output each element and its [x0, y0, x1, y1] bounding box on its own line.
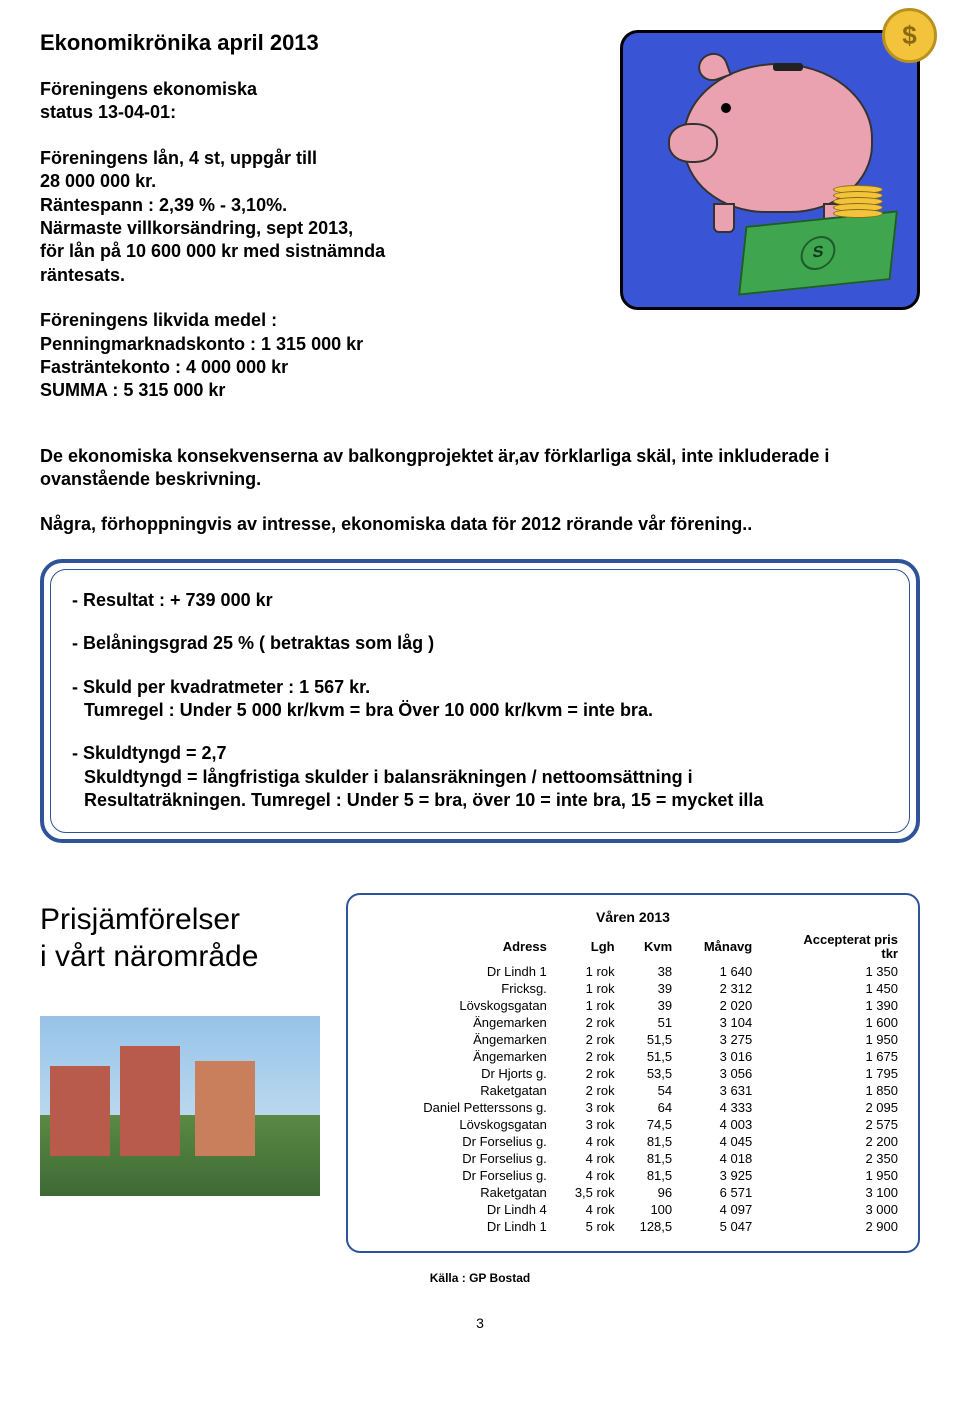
balcony-note: De ekonomiska konsekvenserna av balkongp…	[40, 445, 920, 492]
table-row: Ängemarken2 rok51,53 0161 675	[364, 1048, 902, 1065]
table-row: Dr Lindh 44 rok1004 0973 000	[364, 1201, 902, 1218]
table-row: Lövskogsgatan3 rok74,54 0032 575	[364, 1116, 902, 1133]
price-table-season: Våren 2013	[364, 909, 902, 925]
status-heading: Föreningens ekonomiska status 13-04-01:	[40, 78, 600, 125]
table-row: Daniel Petterssons g.3 rok644 3332 095	[364, 1099, 902, 1116]
table-row: Dr Forselius g.4 rok81,53 9251 950	[364, 1167, 902, 1184]
ltv-line: - Belåningsgrad 25 % ( betraktas som låg…	[72, 632, 888, 655]
debt-per-sqm: - Skuld per kvadratmeter : 1 567 kr. Tum…	[72, 676, 888, 723]
table-row: Lövskogsgatan1 rok392 0201 390	[364, 997, 902, 1014]
piggy-bank-illustration: S $	[620, 30, 920, 310]
table-row: Ängemarken2 rok51,53 2751 950	[364, 1031, 902, 1048]
table-row: Raketgatan3,5 rok966 5713 100	[364, 1184, 902, 1201]
table-row: Dr Forselius g.4 rok81,54 0182 350	[364, 1150, 902, 1167]
price-table-box: Våren 2013 Adress Lgh Kvm Månavg Accepte…	[346, 893, 920, 1254]
col-kvm: Kvm	[619, 931, 677, 964]
col-accepted: Accepterat pris tkr	[756, 931, 902, 964]
table-row: Dr Forselius g.4 rok81,54 0452 200	[364, 1133, 902, 1150]
result-line: - Resultat : + 739 000 kr	[72, 589, 888, 612]
page-number: 3	[40, 1315, 920, 1331]
table-row: Raketgatan2 rok543 6311 850	[364, 1082, 902, 1099]
col-monthly: Månavg	[676, 931, 756, 964]
col-lgh: Lgh	[551, 931, 619, 964]
data-intro: Några, förhoppningvis av intresse, ekono…	[40, 513, 920, 536]
area-photo	[40, 1016, 320, 1196]
col-address: Adress	[364, 931, 551, 964]
liquid-assets-paragraph: Föreningens likvida medel : Penningmarkn…	[40, 309, 600, 403]
key-figures-box: - Resultat : + 739 000 kr - Belåningsgra…	[40, 559, 920, 843]
price-comparison-heading: Prisjämförelser i vårt närområde	[40, 893, 320, 976]
table-row: Dr Lindh 11 rok381 6401 350	[364, 963, 902, 980]
table-row: Dr Hjorts g.2 rok53,53 0561 795	[364, 1065, 902, 1082]
price-table: Adress Lgh Kvm Månavg Accepterat pris tk…	[364, 931, 902, 1236]
table-row: Dr Lindh 15 rok128,55 0472 900	[364, 1218, 902, 1235]
table-row: Ängemarken2 rok513 1041 600	[364, 1014, 902, 1031]
loan-paragraph: Föreningens lån, 4 st, uppgår till 28 00…	[40, 147, 600, 287]
page-title: Ekonomikrönika april 2013	[40, 30, 600, 56]
table-row: Fricksg.1 rok392 3121 450	[364, 980, 902, 997]
debt-weight: - Skuldtyngd = 2,7 Skuldtyngd = långfris…	[72, 742, 888, 812]
source-line: Källa : GP Bostad	[40, 1271, 920, 1285]
